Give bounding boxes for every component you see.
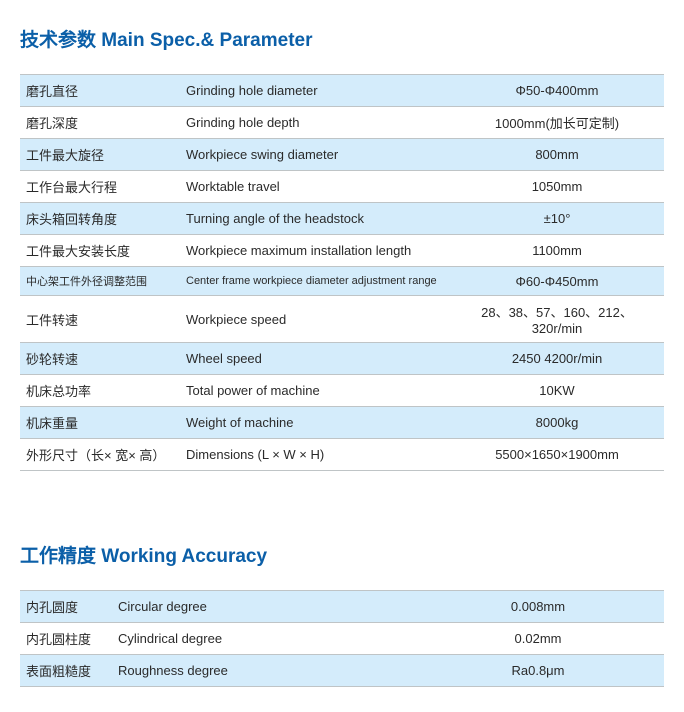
table-row: 磨孔深度Grinding hole depth1000mm(加长可定制) xyxy=(20,107,664,139)
spec-label-en: Turning angle of the headstock xyxy=(180,203,450,235)
spec-value: 8000kg xyxy=(450,407,664,439)
spec-label-en: Grinding hole diameter xyxy=(180,75,450,107)
acc-value: 0.02mm xyxy=(412,623,664,655)
spec-label-cn: 机床总功率 xyxy=(20,375,180,407)
table-row: 工件最大安装长度Workpiece maximum installation l… xyxy=(20,235,664,267)
spec-label-en: Workpiece swing diameter xyxy=(180,139,450,171)
accuracy-heading: 工作精度 Working Accuracy xyxy=(20,541,664,568)
spec-label-en: Worktable travel xyxy=(180,171,450,203)
table-row: 机床总功率Total power of machine10KW xyxy=(20,375,664,407)
acc-label-cn: 内孔圆度 xyxy=(20,591,112,623)
spec-label-cn: 磨孔深度 xyxy=(20,107,180,139)
acc-value: 0.008mm xyxy=(412,591,664,623)
spec-label-en: Total power of machine xyxy=(180,375,450,407)
spec-label-en: Weight of machine xyxy=(180,407,450,439)
acc-label-en: Cylindrical degree xyxy=(112,623,412,655)
spec-label-cn: 工件最大旋径 xyxy=(20,139,180,171)
table-row: 内孔圆柱度Cylindrical degree0.02mm xyxy=(20,623,664,655)
acc-label-en: Circular degree xyxy=(112,591,412,623)
spec-label-cn: 工件最大安装长度 xyxy=(20,235,180,267)
table-row: 砂轮转速Wheel speed2450 4200r/min xyxy=(20,343,664,375)
table-row: 表面粗糙度Roughness degreeRa0.8μm xyxy=(20,655,664,687)
table-row: 机床重量Weight of machine8000kg xyxy=(20,407,664,439)
spec-label-cn: 磨孔直径 xyxy=(20,75,180,107)
spec-label-en: Grinding hole depth xyxy=(180,107,450,139)
table-row: 磨孔直径Grinding hole diameterΦ50-Φ400mm xyxy=(20,75,664,107)
spec-label-cn: 机床重量 xyxy=(20,407,180,439)
acc-label-cn: 内孔圆柱度 xyxy=(20,623,112,655)
spec-label-en: Dimensions (L × W × H) xyxy=(180,439,450,471)
spec-value: 10KW xyxy=(450,375,664,407)
table-row: 工件最大旋径Workpiece swing diameter800mm xyxy=(20,139,664,171)
table-row: 外形尺寸（长× 宽× 高）Dimensions (L × W × H)5500×… xyxy=(20,439,664,471)
spec-value: 800mm xyxy=(450,139,664,171)
spec-value: 1050mm xyxy=(450,171,664,203)
spec-value: Φ60-Φ450mm xyxy=(450,267,664,296)
table-row: 内孔圆度Circular degree0.008mm xyxy=(20,591,664,623)
spec-value: Φ50-Φ400mm xyxy=(450,75,664,107)
table-row: 工件转速Workpiece speed28、38、57、160、212、320r… xyxy=(20,296,664,343)
acc-label-en: Roughness degree xyxy=(112,655,412,687)
spec-value: 5500×1650×1900mm xyxy=(450,439,664,471)
spec-value: 1000mm(加长可定制) xyxy=(450,107,664,139)
spec-value: 1100mm xyxy=(450,235,664,267)
acc-value: Ra0.8μm xyxy=(412,655,664,687)
spec-label-cn: 工件转速 xyxy=(20,296,180,343)
spec-label-en: Workpiece speed xyxy=(180,296,450,343)
table-row: 床头箱回转角度Turning angle of the headstock±10… xyxy=(20,203,664,235)
spec-label-en: Center frame workpiece diameter adjustme… xyxy=(180,267,450,296)
spec-table: 磨孔直径Grinding hole diameterΦ50-Φ400mm磨孔深度… xyxy=(20,74,664,471)
spec-value: 2450 4200r/min xyxy=(450,343,664,375)
spec-label-cn: 外形尺寸（长× 宽× 高） xyxy=(20,439,180,471)
spec-heading: 技术参数 Main Spec.& Parameter xyxy=(20,25,664,52)
spec-label-cn: 中心架工件外径调整范围 xyxy=(20,267,180,296)
table-row: 中心架工件外径调整范围Center frame workpiece diamet… xyxy=(20,267,664,296)
spec-label-en: Workpiece maximum installation length xyxy=(180,235,450,267)
spec-label-cn: 床头箱回转角度 xyxy=(20,203,180,235)
table-row: 工作台最大行程Worktable travel1050mm xyxy=(20,171,664,203)
accuracy-table: 内孔圆度Circular degree0.008mm内孔圆柱度Cylindric… xyxy=(20,590,664,687)
spec-value: 28、38、57、160、212、320r/min xyxy=(450,296,664,343)
spec-label-cn: 砂轮转速 xyxy=(20,343,180,375)
spec-label-en: Wheel speed xyxy=(180,343,450,375)
spec-label-cn: 工作台最大行程 xyxy=(20,171,180,203)
acc-label-cn: 表面粗糙度 xyxy=(20,655,112,687)
spec-value: ±10° xyxy=(450,203,664,235)
